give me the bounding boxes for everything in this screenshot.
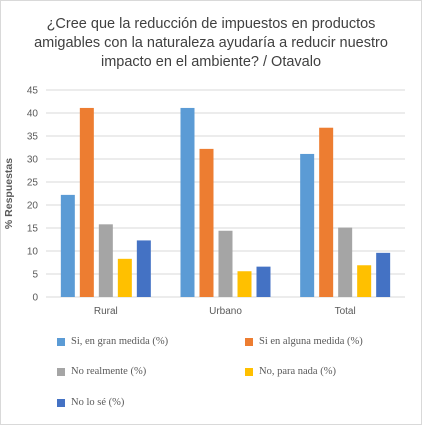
bar [60, 194, 75, 297]
y-tick-label: 25 [27, 178, 39, 189]
bar [98, 224, 113, 297]
y-tick-label: 20 [27, 201, 39, 212]
bar [136, 240, 151, 297]
x-category-label: Total [335, 306, 356, 317]
chart-title: ¿Cree que la reducción de impuestos en p… [34, 16, 388, 70]
bar [237, 271, 252, 297]
y-tick-label: 30 [27, 155, 39, 166]
y-tick-label: 40 [27, 109, 39, 120]
bar [300, 153, 315, 297]
bar [199, 148, 214, 297]
bar [357, 265, 372, 297]
y-tick-label: 10 [27, 247, 39, 258]
y-tick-label: 15 [27, 224, 39, 235]
bar [117, 258, 132, 297]
bar [180, 107, 195, 297]
y-tick-label: 0 [32, 293, 38, 304]
y-tick-label: 45 [27, 86, 39, 97]
y-axis-title: % Respuestas [3, 158, 15, 229]
bar [218, 230, 233, 297]
bar [338, 227, 353, 297]
bar [79, 107, 94, 297]
x-category-label: Rural [94, 306, 118, 317]
bar [256, 266, 271, 297]
x-category-label: Urbano [209, 306, 242, 317]
bar [319, 127, 334, 297]
bar [376, 252, 391, 297]
y-tick-label: 35 [27, 132, 39, 143]
y-tick-label: 5 [32, 270, 38, 281]
